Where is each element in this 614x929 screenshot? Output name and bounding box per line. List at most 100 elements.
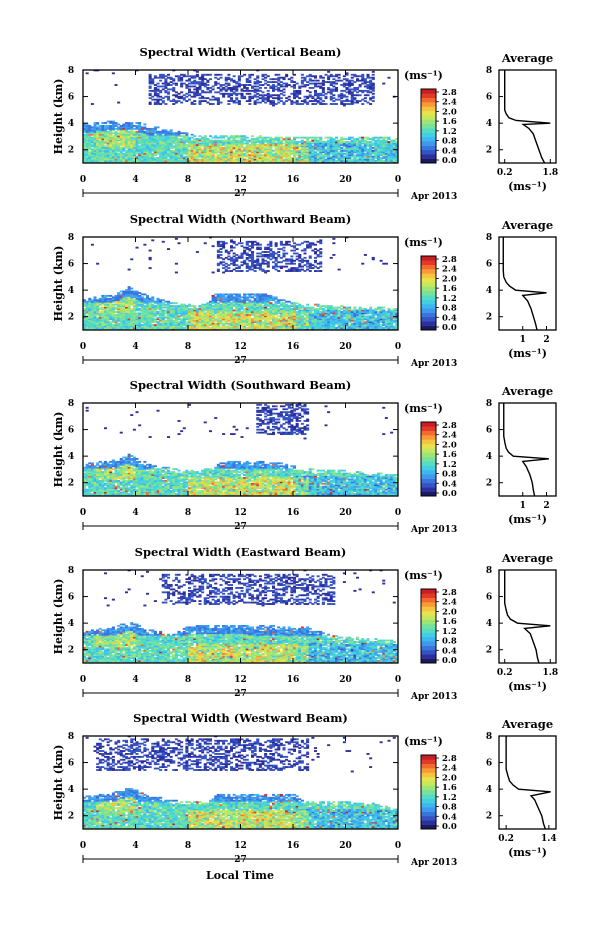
heatmap-cell [227,300,231,303]
heatmap-cell [140,154,144,157]
heatmap-cell [211,296,215,299]
heatmap-cell [151,138,155,141]
heatmap-cell [109,155,113,158]
heatmap-cell [361,152,365,155]
heatmap-cell [327,87,331,89]
heatmap-cell [335,87,339,89]
heatmap-cell [227,149,231,152]
heatmap-cell [132,296,136,299]
heatmap-cell [106,325,110,328]
heatmap-cell [98,126,102,129]
heatmap-cell [321,157,325,160]
heatmap-cell [264,325,268,328]
heatmap-cell [169,157,173,160]
heatmap-cell [227,152,231,155]
heatmap-cell [308,144,312,146]
heatmap-cell [216,270,220,272]
heatmap-cell [143,144,147,146]
heatmap-cell [214,319,218,322]
heatmap-cell [177,151,181,154]
heatmap-cell [269,299,273,302]
heatmap-cell [369,145,373,148]
heatmap-cell [290,149,294,152]
heatmap-cell [153,154,157,157]
heatmap-cell [125,157,129,160]
heatmap-cell [98,319,102,322]
heatmap-cell [264,141,268,143]
heatmap-cell [101,132,105,135]
heatmap-cell [384,139,388,142]
heatmap-cell [138,292,142,294]
heatmap-cell [180,155,184,158]
heatmap-cell [211,144,215,146]
heatmap-cell [167,312,171,315]
heatmap-cell [83,125,87,127]
heatmap-cell [222,142,226,145]
heatmap-cell [88,130,92,133]
heatmap-cell [90,152,94,155]
heatmap-cell [188,309,192,312]
heatmap-cell [93,152,97,155]
heatmap-cell [266,318,270,321]
heatmap-cell [153,129,157,132]
heatmap-cell [253,139,257,142]
heatmap-cell [227,315,231,318]
heatmap-cell [203,84,207,86]
heatmap-cell [83,136,87,139]
heatmap-cell [369,85,373,88]
heatmap-cell [335,142,339,145]
heatmap-cell [106,141,110,143]
heatmap-cell [253,142,257,145]
heatmap-cell [371,88,375,91]
heatmap-cell [345,88,349,91]
heatmap-cell [193,325,197,328]
heatmap-cell [293,152,297,155]
heatmap-cell [169,139,173,142]
heatmap-cell [248,79,252,82]
heatmap-cell [240,264,244,267]
heatmap-cell [361,160,365,162]
heatmap-cell [363,89,367,92]
heatmap-cell [248,248,252,251]
heatmap-cell [266,160,270,162]
heatmap-cell [101,327,105,329]
heatmap-cell [308,75,312,78]
heatmap-cell [153,136,157,139]
heatmap-cell [230,318,234,321]
heatmap-cell [125,309,129,312]
heatmap-cell [193,322,197,325]
heatmap-cell [232,261,236,264]
heatmap-cell [122,309,126,312]
heatmap-cell [201,81,205,84]
heatmap-cell [169,138,173,141]
heatmap-cell [314,158,318,161]
heatmap-cell [138,303,142,306]
heatmap-cell [274,149,278,152]
heatmap-cell [138,138,142,141]
heatmap-cell [237,154,241,157]
heatmap-cell [146,129,150,132]
heatmap-cell [350,98,354,101]
heatmap-cell [295,142,299,145]
day-label: 27 [234,189,247,199]
heatmap-cell [384,148,388,151]
heatmap-cell [266,248,270,251]
heatmap-cell [148,145,152,148]
heatmap-cell [264,294,268,297]
colorbar-segment [421,141,436,146]
heatmap-cell [111,120,115,123]
heatmap-cell [193,311,197,313]
heatmap-cell [243,318,247,321]
heatmap-cell [109,149,113,152]
heatmap-cell [356,146,360,149]
heatmap-cell [269,100,273,103]
heatmap-cell [214,145,218,148]
heatmap-cell [117,144,121,146]
heatmap-cell [361,158,365,161]
heatmap-cell [243,322,247,325]
heatmap-cell [93,122,97,124]
heatmap-cell [285,139,289,142]
heatmap-cell [201,91,205,94]
heatmap-cell [146,158,150,161]
heatmap-cell [211,316,215,319]
